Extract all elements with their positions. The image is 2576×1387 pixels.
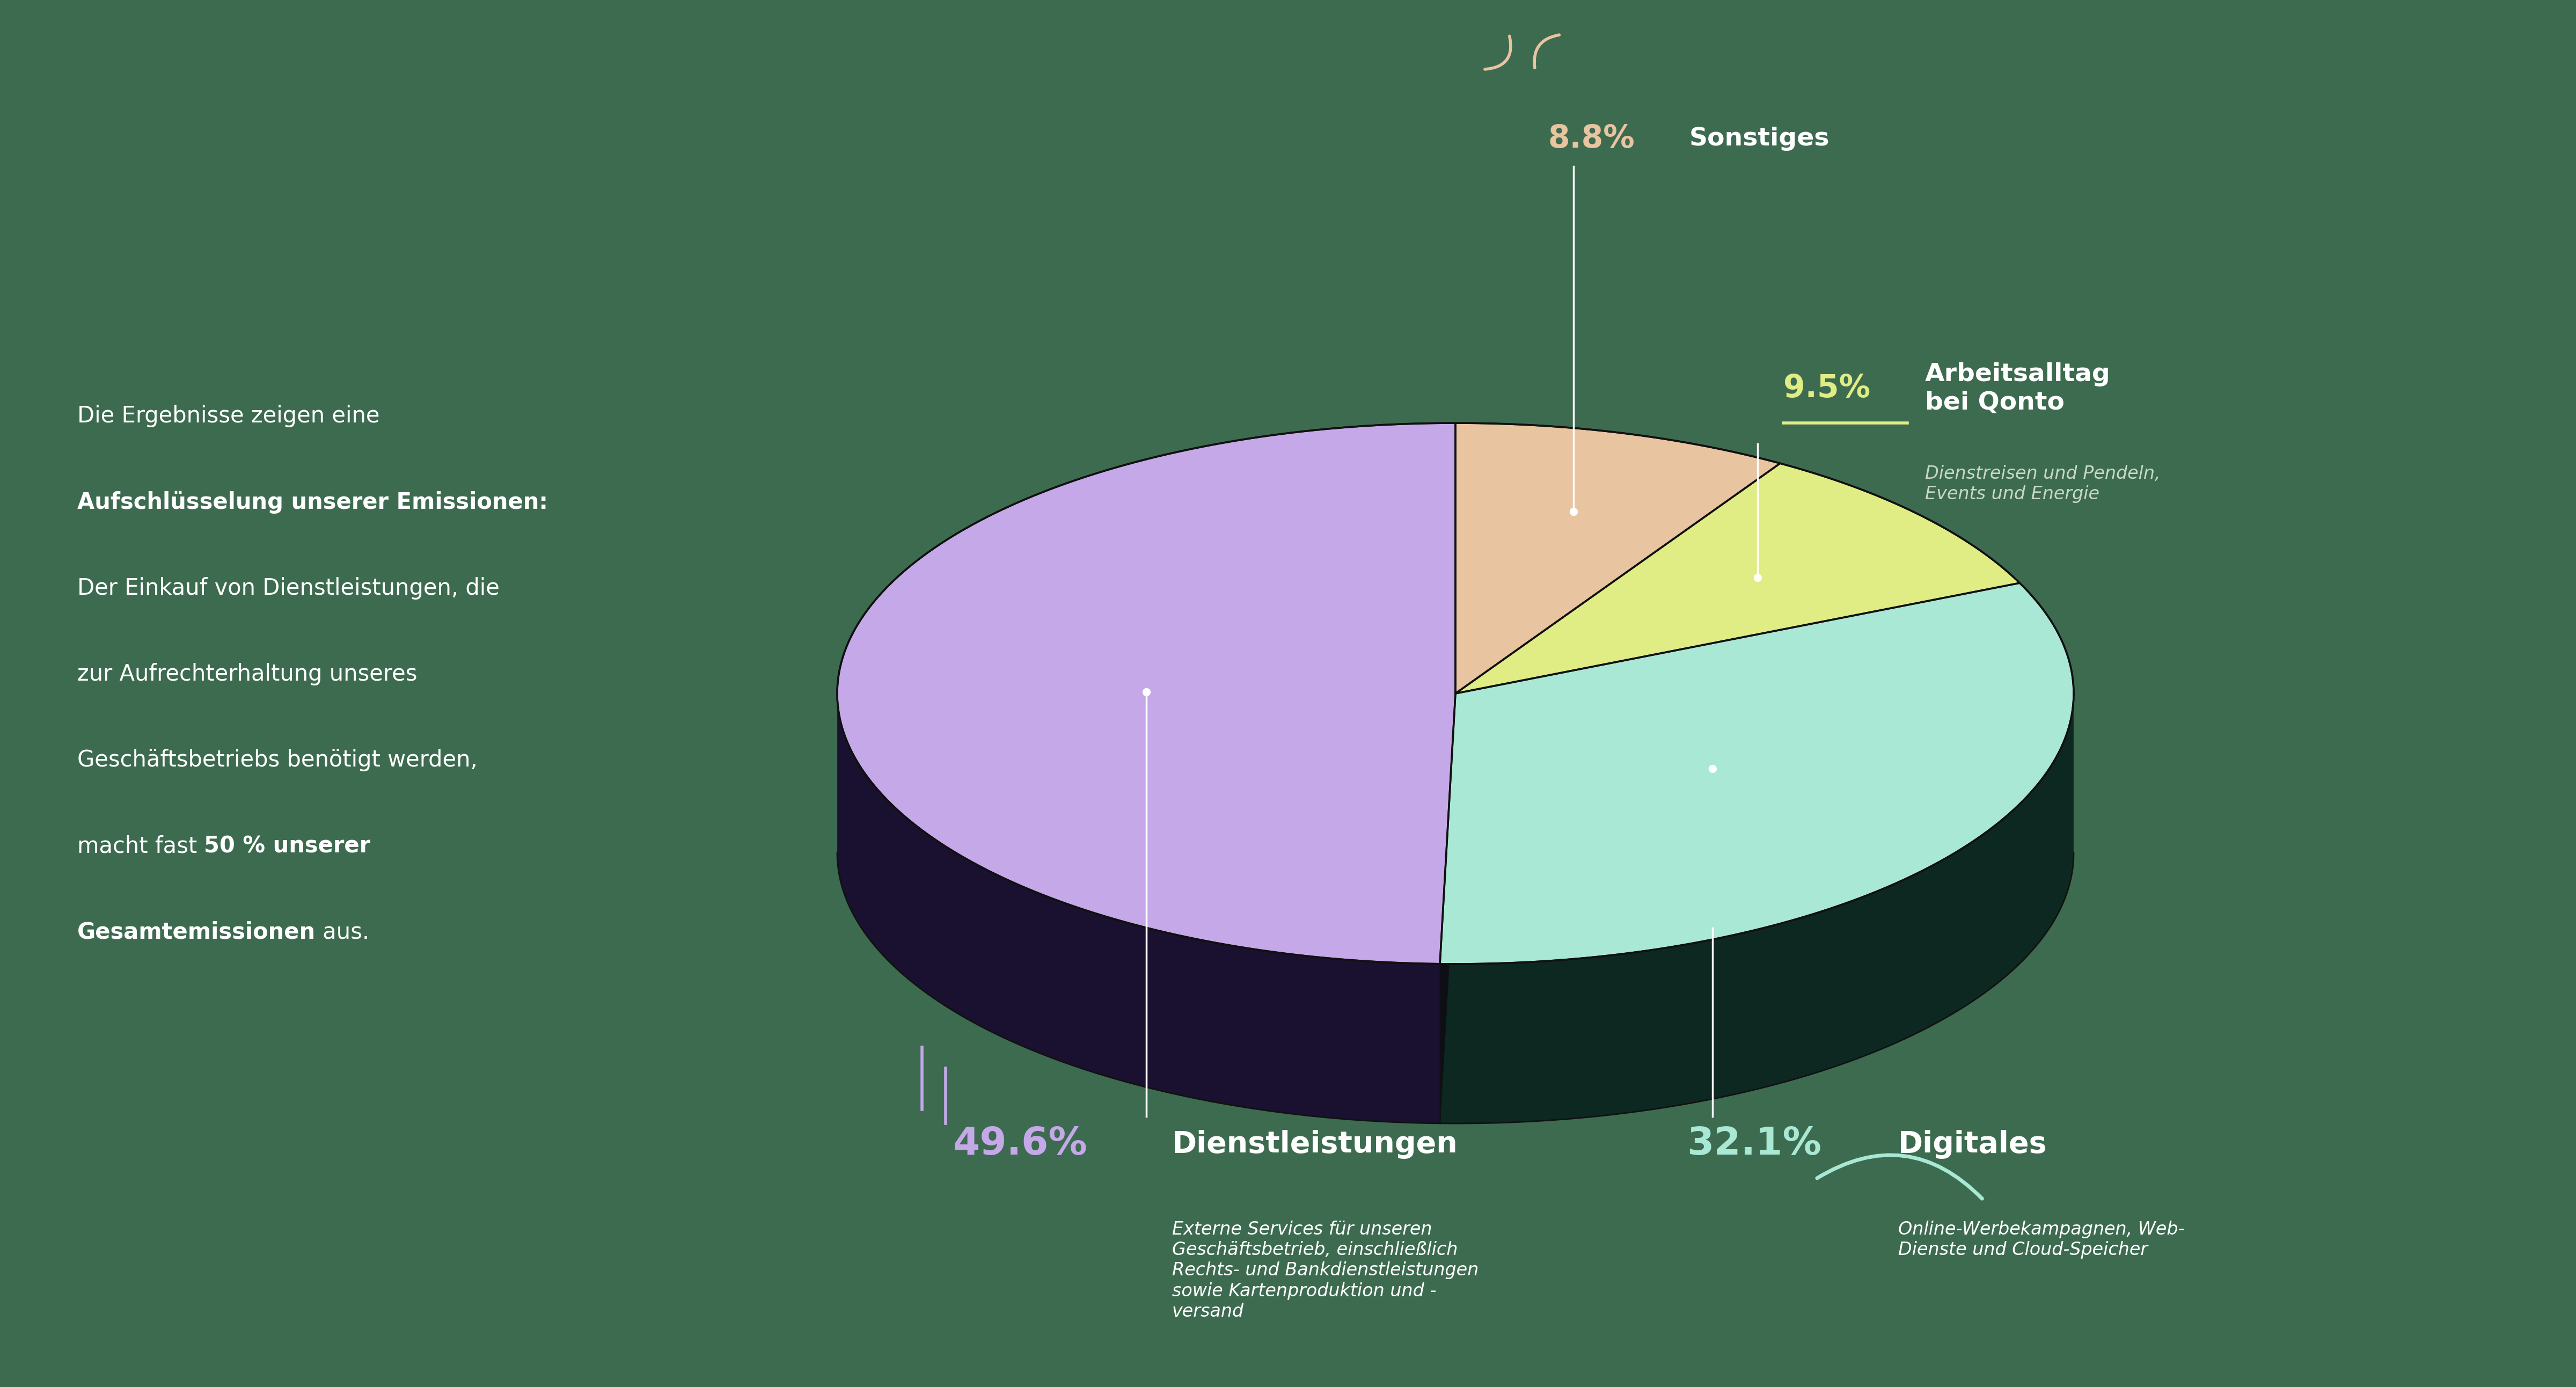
Text: 9.5%: 9.5% <box>1783 373 1870 404</box>
Text: Gesamtemissionen: Gesamtemissionen <box>77 921 317 943</box>
Text: 50 % unserer: 50 % unserer <box>204 835 371 857</box>
Text: 8.8%: 8.8% <box>1548 123 1636 154</box>
Polygon shape <box>1440 583 2074 964</box>
Polygon shape <box>1455 423 1780 694</box>
Polygon shape <box>1455 463 2020 694</box>
Text: Arbeitsalltag
bei Qonto: Arbeitsalltag bei Qonto <box>1924 362 2110 415</box>
Polygon shape <box>837 849 1455 1123</box>
Polygon shape <box>1440 694 1455 1123</box>
Text: 32.1%: 32.1% <box>1687 1126 1821 1162</box>
Text: Aufschlüsselung unserer Emissionen:: Aufschlüsselung unserer Emissionen: <box>77 491 549 513</box>
Polygon shape <box>837 689 1440 1123</box>
Polygon shape <box>1440 694 1455 1123</box>
Text: Die Ergebnisse zeigen eine: Die Ergebnisse zeigen eine <box>77 405 379 427</box>
Text: Online-Werbekampagnen, Web-
Dienste und Cloud-Speicher: Online-Werbekampagnen, Web- Dienste und … <box>1899 1221 2184 1259</box>
Text: Digitales: Digitales <box>1899 1130 2048 1158</box>
Text: Externe Services für unseren
Geschäftsbetrieb, einschließlich
Rechts- und Bankdi: Externe Services für unseren Geschäftsbe… <box>1172 1221 1479 1320</box>
Polygon shape <box>837 423 1455 964</box>
Polygon shape <box>1440 849 2074 1123</box>
Text: Dienstreisen und Pendeln,
Events und Energie: Dienstreisen und Pendeln, Events und Ene… <box>1924 465 2161 503</box>
Text: Dienstleistungen: Dienstleistungen <box>1172 1130 1458 1158</box>
Text: zur Aufrechterhaltung unseres: zur Aufrechterhaltung unseres <box>77 663 417 685</box>
Text: 49.6%: 49.6% <box>953 1126 1087 1162</box>
Text: aus.: aus. <box>317 921 368 943</box>
Text: Geschäftsbetriebs benötigt werden,: Geschäftsbetriebs benötigt werden, <box>77 749 477 771</box>
Polygon shape <box>1440 689 2074 1123</box>
Text: Der Einkauf von Dienstleistungen, die: Der Einkauf von Dienstleistungen, die <box>77 577 500 599</box>
Text: macht fast: macht fast <box>77 835 204 857</box>
Text: Sonstiges: Sonstiges <box>1690 126 1829 151</box>
